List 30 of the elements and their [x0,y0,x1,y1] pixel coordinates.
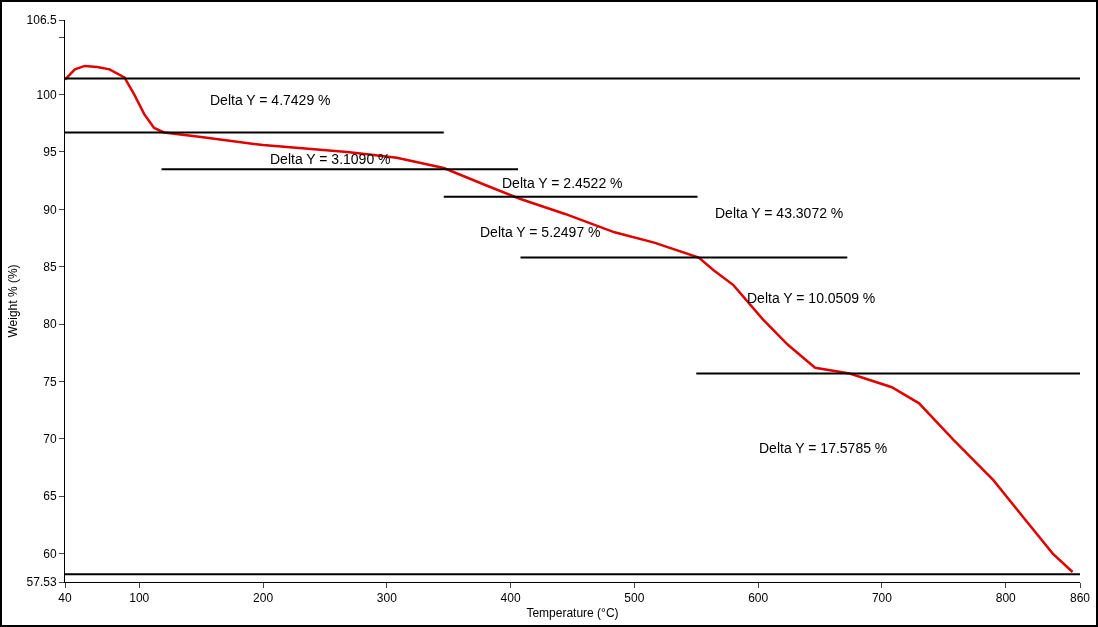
y-tick-label: 90 [43,202,57,217]
line-series [65,64,1074,574]
y-tick-label: 65 [43,489,57,504]
annotation: Delta Y = 2.4522 % [502,175,623,191]
x-tick-label: 700 [871,591,893,606]
x-tick-label: 40 [58,591,72,606]
annotation: Delta Y = 43.3072 % [715,205,844,221]
x-tick-label: 300 [376,591,398,606]
annotation: Delta Y = 17.5785 % [759,440,888,456]
y-tick-label: 95 [43,145,57,160]
y-tick-label: 80 [43,317,57,332]
y-tick-label: 100 [36,87,57,102]
x-axis-title: Temperature (°C) [526,606,619,621]
y-tick-label: 106.5 [26,13,57,28]
x-tick-label: 860 [1069,591,1091,606]
y-tick-label: 70 [43,432,57,447]
x-tick-label: 100 [129,591,150,606]
x-tick-label: 200 [253,591,274,606]
y-tick-label: 75 [43,374,57,389]
annotation: Delta Y = 5.2497 % [480,224,601,240]
x-tick-label: 400 [500,591,521,606]
x-tick-label: 600 [748,591,769,606]
annotation: Delta Y = 10.0509 % [747,290,876,306]
annotation: Delta Y = 4.7429 % [210,92,331,108]
x-tick-label: 800 [995,591,1017,606]
y-tick-label: 60 [43,546,57,561]
y-tick-label: 57.53 [26,575,57,590]
y-tick-label: 85 [43,259,57,274]
y-axis-title: Weight % (%) [5,264,20,338]
x-tick-label: 500 [624,591,645,606]
